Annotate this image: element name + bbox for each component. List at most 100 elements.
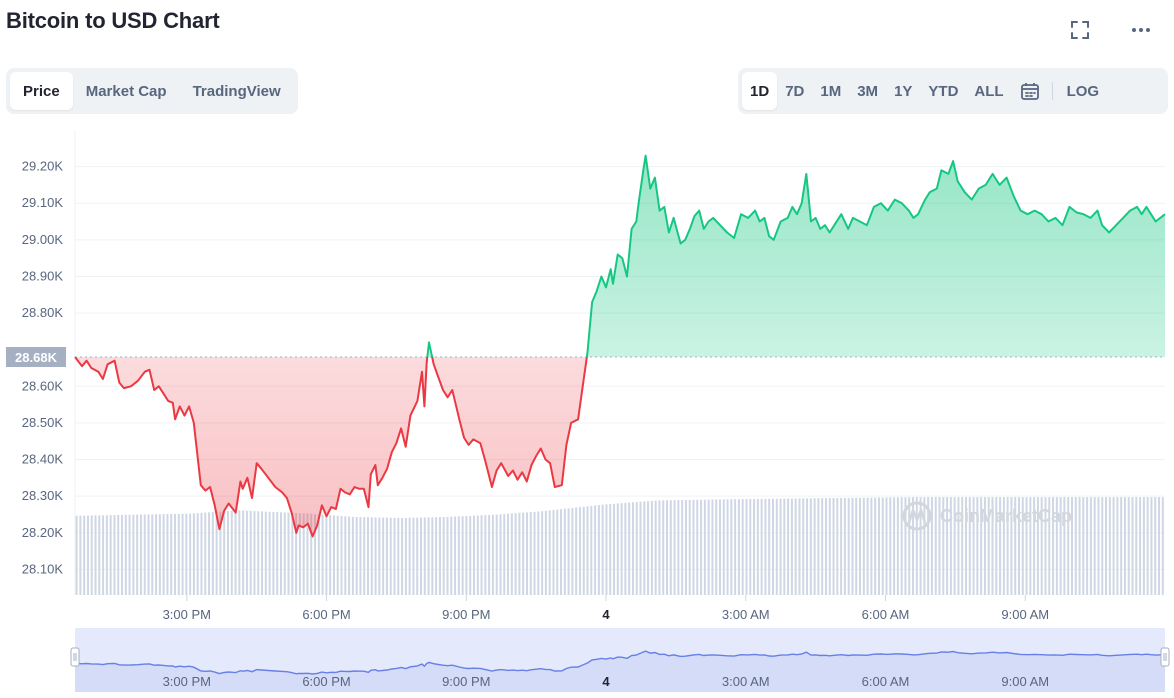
log-toggle[interactable]: LOG — [1066, 82, 1100, 100]
volume-bar — [1055, 497, 1058, 595]
volume-bar — [423, 517, 426, 595]
volume-bar — [253, 511, 256, 595]
volume-bar — [132, 514, 135, 595]
volume-bar — [999, 497, 1002, 595]
price-chart[interactable]: CoinMarketCap 29.20K 29.10K 29.00K 28.90K 28… — [0, 120, 1174, 698]
volume-bar — [737, 499, 740, 595]
volume-bar — [344, 516, 347, 595]
y-tick-label: 29.00K — [22, 232, 64, 247]
volume-bar — [877, 497, 880, 595]
coinmarketcap-watermark: CoinMarketCap — [902, 501, 1072, 531]
range-ytd[interactable]: YTD — [928, 82, 959, 100]
volume-bar — [249, 510, 252, 595]
y-tick-label: 28.30K — [22, 488, 64, 503]
volume-bar — [136, 514, 139, 595]
tab-price[interactable]: Price — [10, 72, 73, 110]
volume-bar — [416, 517, 419, 595]
volume-bar — [745, 499, 748, 595]
volume-bar — [726, 499, 729, 595]
volume-bar — [503, 513, 506, 595]
range-7d[interactable]: 7D — [785, 82, 805, 100]
x-tick-label: 9:00 PM — [442, 607, 490, 622]
volume-bar — [696, 499, 699, 595]
chart-title: Bitcoin to USD Chart — [6, 8, 220, 33]
volume-bar — [200, 512, 203, 595]
volume-bar — [537, 511, 540, 595]
volume-bar — [677, 500, 680, 595]
volume-bar — [836, 497, 839, 595]
volume-bar — [431, 517, 434, 595]
volume-bar — [177, 513, 180, 595]
volume-bar — [189, 513, 192, 595]
range-all[interactable]: ALL — [974, 82, 1004, 100]
volume-bar — [753, 498, 756, 595]
volume-bar — [162, 514, 165, 595]
volume-bar — [673, 500, 676, 595]
range-3m[interactable]: 3M — [857, 82, 879, 100]
navigator-right-handle[interactable] — [1160, 647, 1170, 667]
volume-bar — [170, 513, 173, 595]
volume-bar — [484, 515, 487, 595]
volume-bar — [367, 517, 370, 595]
volume-bar — [1089, 497, 1092, 595]
volume-bar — [567, 508, 570, 595]
volume-bar — [75, 515, 78, 595]
volume-bar — [1154, 497, 1157, 595]
volume-bar — [707, 499, 710, 595]
volume-bar — [798, 498, 801, 595]
volume-bar — [862, 497, 865, 595]
x-tick-label: 4 — [602, 607, 610, 622]
navigator-tick-label: 6:00 PM — [302, 674, 350, 689]
volume-bar — [287, 512, 290, 595]
volume-bar — [401, 517, 404, 595]
area-below-baseline — [75, 357, 1165, 537]
volume-bar — [279, 512, 282, 595]
volume-bar — [548, 510, 551, 595]
volume-bar — [1093, 497, 1096, 595]
volume-bar — [855, 497, 858, 595]
y-tick-label: 28.10K — [22, 561, 64, 576]
tab-tradingview[interactable]: TradingView — [192, 82, 281, 100]
range-1m[interactable]: 1M — [820, 82, 842, 100]
volume-bar — [556, 509, 559, 595]
volume-bar — [987, 497, 990, 595]
tab-market-cap[interactable]: Market Cap — [85, 82, 167, 100]
volume-bar — [688, 499, 691, 595]
volume-bar — [552, 509, 555, 595]
volume-bar — [79, 515, 82, 595]
volume-bar — [121, 514, 124, 595]
volume-bar — [889, 497, 892, 595]
volume-bar — [764, 498, 767, 595]
volume-bar — [771, 498, 774, 595]
volume-bar — [264, 511, 267, 595]
volume-bar — [718, 499, 721, 595]
volume-bar — [961, 497, 964, 595]
volume-bar — [1036, 497, 1039, 595]
volume-bar — [1101, 497, 1104, 595]
volume-bar — [983, 497, 986, 595]
volume-bar — [219, 511, 222, 595]
volume-bar — [465, 515, 468, 595]
volume-bar — [832, 498, 835, 595]
volume-bar — [370, 517, 373, 595]
volume-bar — [586, 506, 589, 595]
navigator-left-handle[interactable] — [70, 647, 80, 667]
volume-bar — [684, 499, 687, 595]
volume-bar — [1112, 497, 1115, 595]
volume-bar — [809, 498, 812, 595]
price-line-down — [74, 357, 588, 538]
volume-bar — [609, 504, 612, 595]
calendar-icon[interactable] — [1012, 72, 1048, 110]
range-1y[interactable]: 1Y — [894, 82, 913, 100]
volume-bars — [75, 497, 1164, 595]
range-1d[interactable]: 1D — [742, 72, 778, 110]
more-icon[interactable] — [1127, 16, 1155, 44]
volume-bar — [563, 508, 566, 595]
price-line-up — [74, 154, 1166, 358]
volume-bar — [329, 515, 332, 595]
fullscreen-icon[interactable] — [1066, 16, 1094, 44]
volume-bar — [94, 515, 97, 595]
navigator-tick-label: 3:00 PM — [163, 674, 211, 689]
volume-bar — [560, 509, 563, 595]
volume-bar — [806, 498, 809, 595]
